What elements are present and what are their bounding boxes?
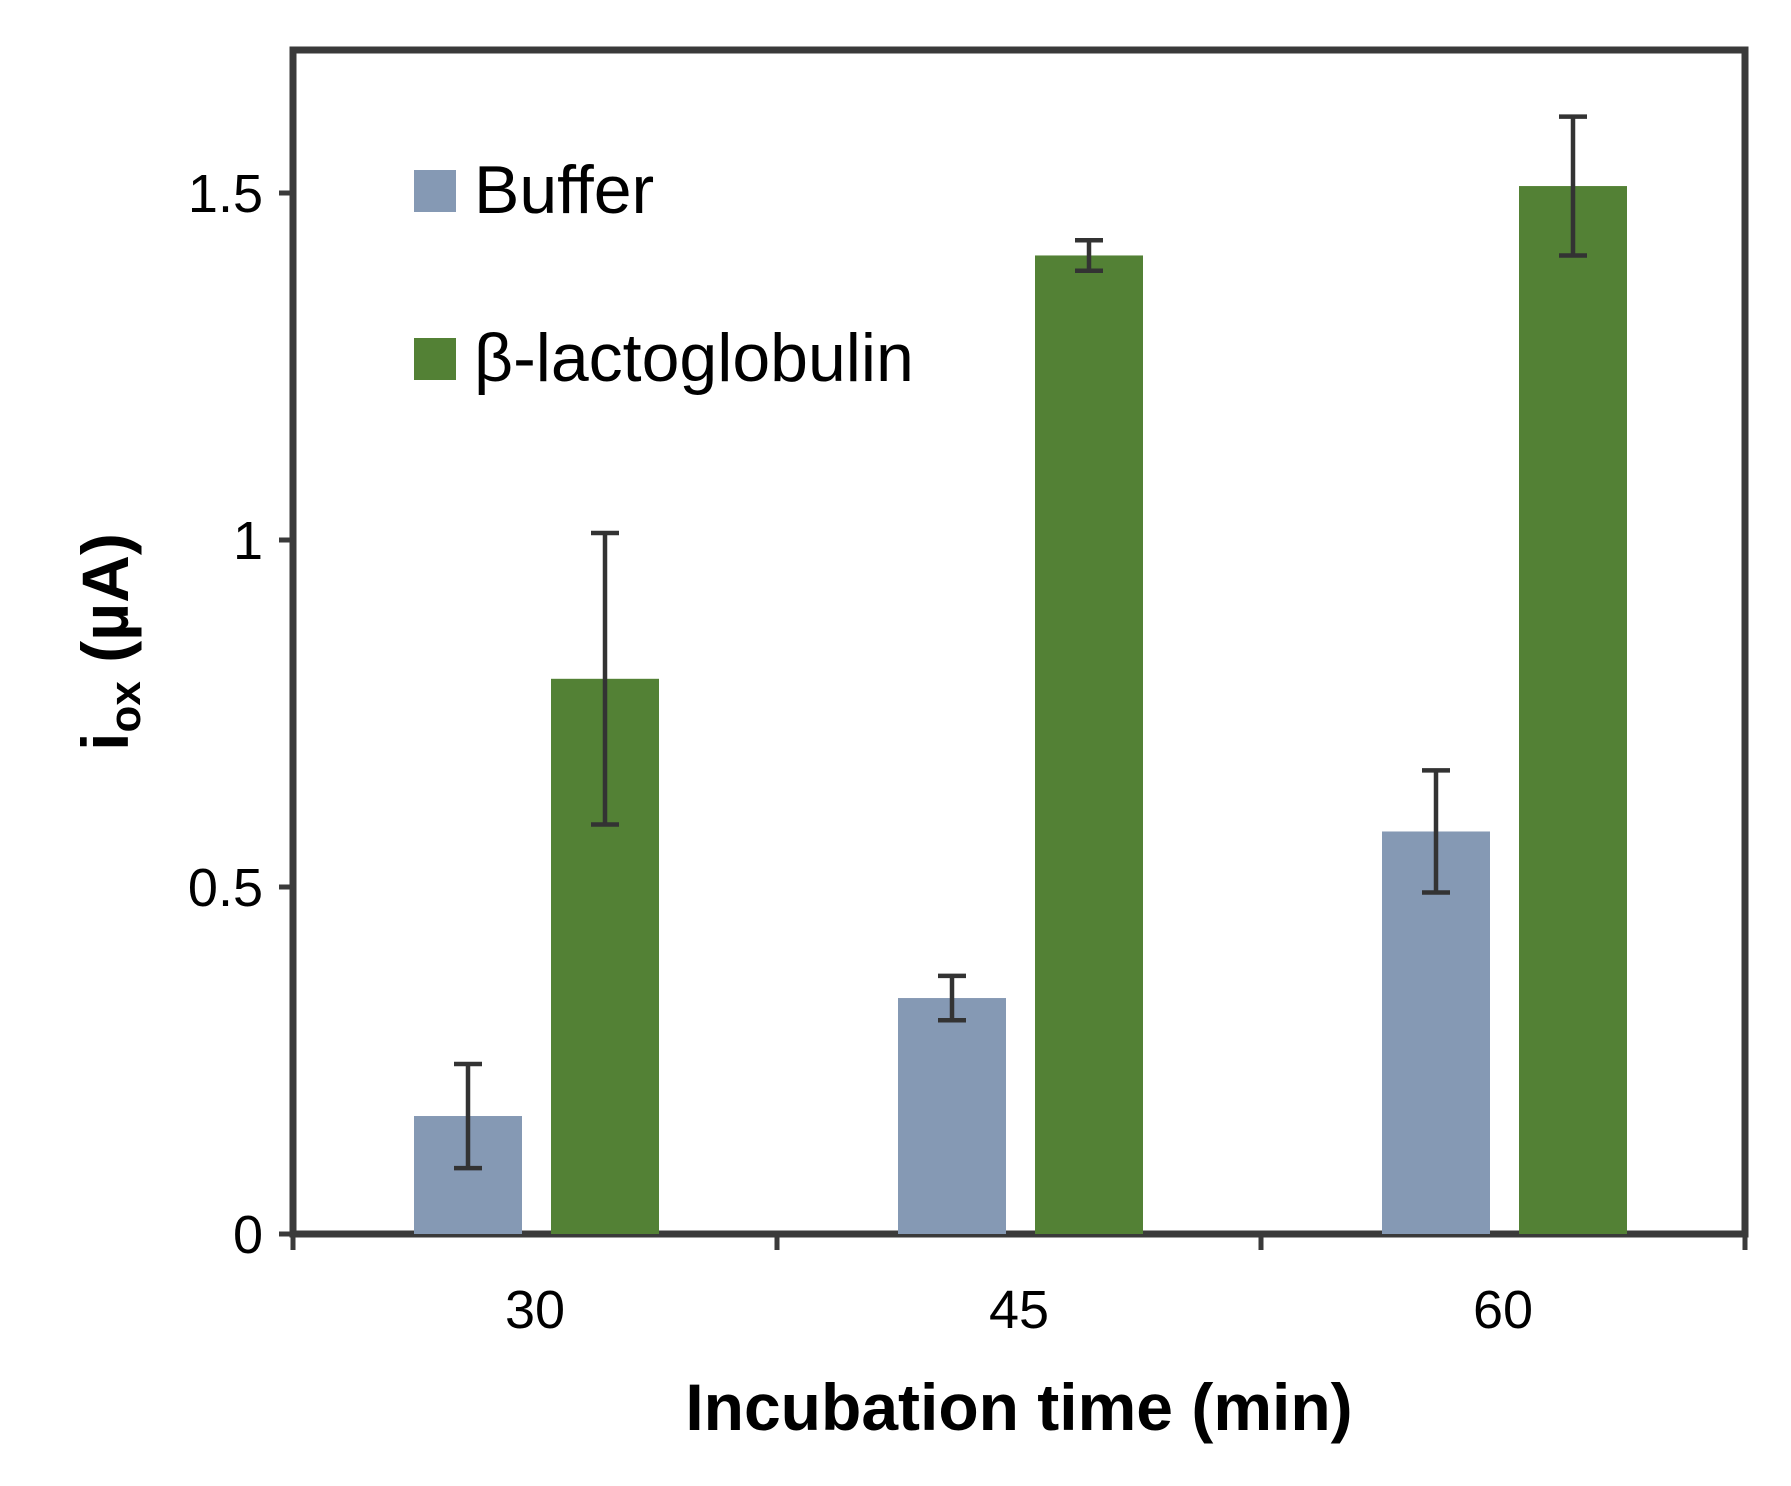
error-bar-buffer-60 [1422, 768, 1450, 895]
bar-buffer-60 [1382, 831, 1490, 1234]
y-tick-label: 1.5 [188, 164, 263, 224]
error-bar-beta-lactoglobulin-45 [1075, 237, 1103, 273]
y-axis-title: iox (µA) [68, 533, 150, 751]
plot-frame [289, 46, 1749, 1238]
y-axis-title-subscript: ox [101, 681, 150, 733]
y-axis-title-main: i [68, 733, 142, 751]
legend-label: Buffer [474, 152, 654, 228]
error-bar-beta-lactoglobulin-30 [591, 530, 619, 827]
x-axis-title: Incubation time (min) [685, 1370, 1352, 1444]
error-bar-beta-lactoglobulin-60 [1559, 114, 1587, 258]
x-tick-label: 60 [1473, 1280, 1533, 1340]
x-tick-label: 45 [989, 1280, 1049, 1340]
bar-buffer-45 [898, 998, 1006, 1234]
bar-beta-lactoglobulin-60 [1519, 186, 1627, 1234]
x-tick-label: 30 [505, 1280, 565, 1340]
error-bar-buffer-30 [454, 1061, 482, 1171]
y-tick-label: 1 [233, 511, 263, 571]
legend-item-beta-lactoglobulin: β-lactoglobulin [414, 320, 914, 396]
legend-swatch [414, 170, 456, 212]
bar-beta-lactoglobulin-45 [1035, 255, 1143, 1234]
legend-item-buffer: Buffer [414, 152, 654, 228]
y-tick-label: 0 [233, 1205, 263, 1265]
error-bar-buffer-45 [938, 973, 966, 1023]
y-axis-title-unit: (µA) [68, 533, 142, 681]
y-tick-label: 0.5 [188, 858, 263, 918]
legend-label: β-lactoglobulin [474, 320, 914, 396]
legend-swatch [414, 338, 456, 380]
